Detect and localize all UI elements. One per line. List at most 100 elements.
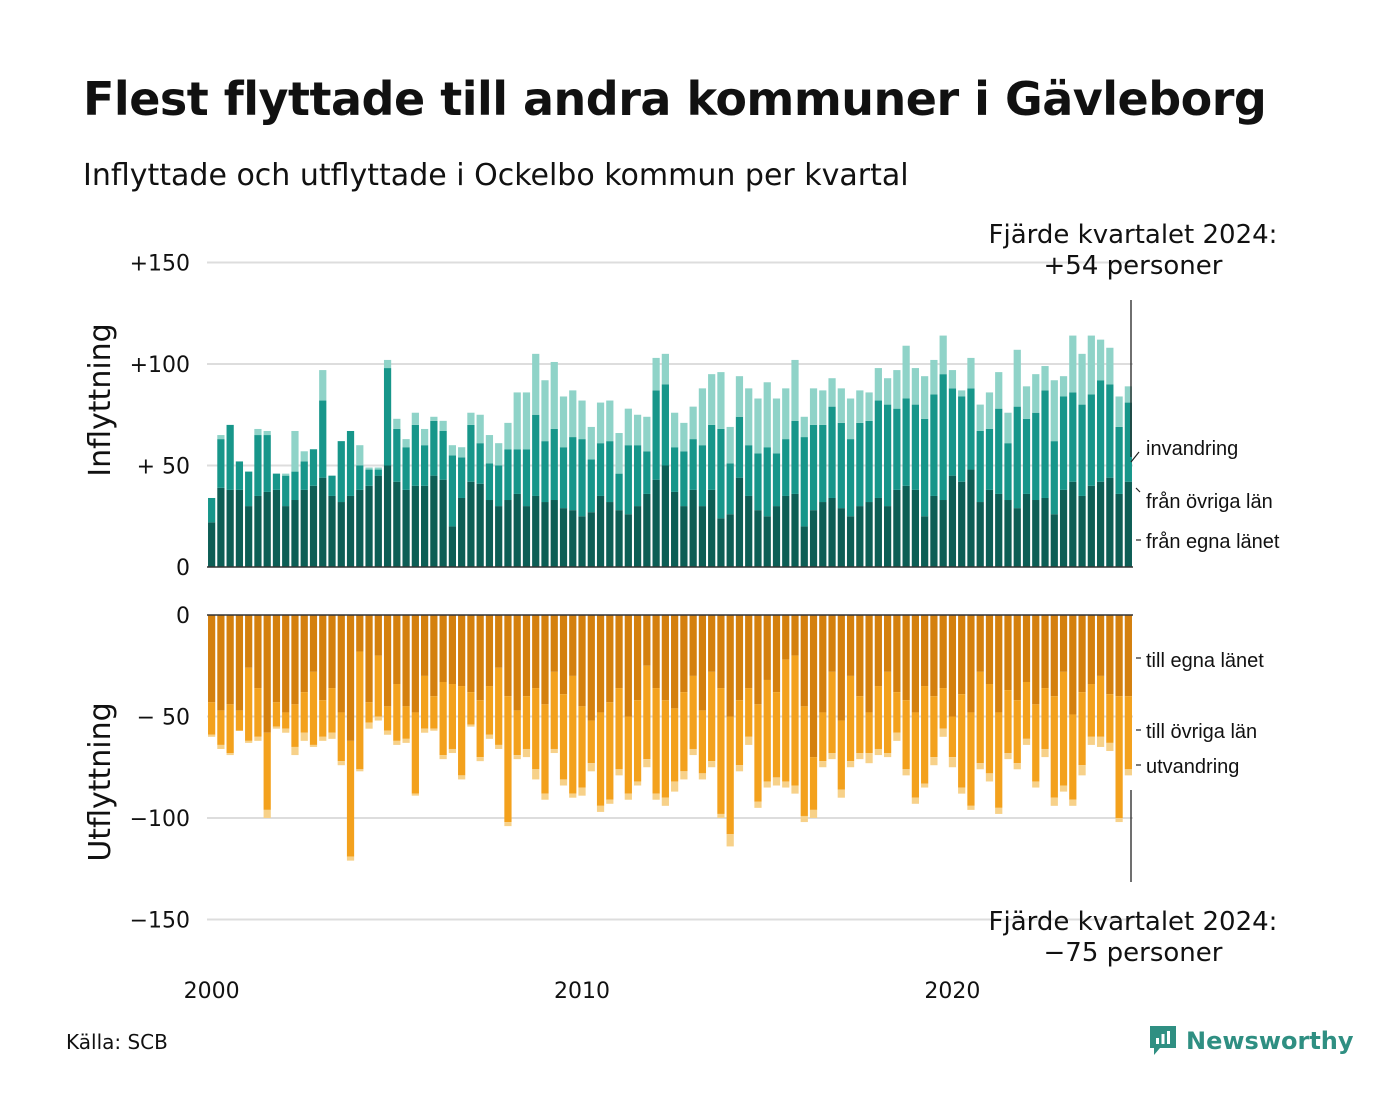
bar-top-1-8	[282, 475, 290, 507]
bar-bottom-2-98	[1115, 818, 1123, 823]
bar-top-1-48	[652, 390, 660, 480]
bar-bottom-0-96	[1096, 615, 1105, 676]
bar-bottom-0-95	[1087, 615, 1095, 685]
bar-top-1-51	[680, 451, 688, 507]
bar-top-2-84	[985, 392, 994, 429]
bar-top-1-31	[495, 465, 503, 507]
bar-bottom-2-10	[300, 732, 308, 741]
bar-top-2-55	[717, 372, 725, 429]
bar-bottom-2-14	[337, 761, 345, 766]
bar-top-1-14	[337, 441, 345, 503]
bar-bottom-2-28	[467, 724, 475, 727]
bar-bottom-2-37	[550, 748, 558, 754]
bar-bottom-2-31	[495, 744, 503, 749]
bar-top-2-79	[939, 335, 947, 375]
bar-top-0-1	[217, 487, 225, 567]
bar-bottom-0-47	[643, 615, 651, 666]
bar-top-2-28	[467, 412, 475, 425]
bar-top-2-40	[578, 400, 586, 440]
bar-top-2-83	[976, 404, 984, 431]
bar-bottom-0-84	[985, 615, 994, 685]
bar-top-1-89	[1032, 412, 1040, 501]
bar-bottom-2-68	[837, 789, 845, 798]
bar-top-1-13	[328, 475, 336, 496]
bar-bottom-2-48	[652, 793, 660, 800]
tick-label-top: +100	[130, 353, 190, 378]
bar-bottom-0-80	[948, 615, 957, 717]
brand-name: Newsworthy	[1186, 1027, 1354, 1055]
bar-top-0-23	[421, 485, 429, 567]
bar-top-0-5	[254, 495, 262, 567]
bar-bottom-2-67	[828, 753, 836, 760]
bar-bottom-1-33	[513, 710, 521, 756]
bar-top-0-76	[911, 489, 919, 567]
bar-bottom-1-49	[661, 700, 669, 798]
bar-top-1-56	[726, 463, 734, 515]
bar-bottom-1-44	[615, 688, 623, 770]
bar-bottom-1-42	[596, 712, 605, 806]
bar-top-1-39	[569, 437, 577, 511]
bar-bottom-1-59	[754, 704, 762, 802]
bar-bottom-0-71	[865, 615, 873, 713]
x-tick-label: 2020	[924, 979, 980, 1004]
bar-bottom-0-15	[346, 615, 355, 741]
bar-top-1-32	[504, 449, 512, 501]
bar-bottom-1-53	[698, 710, 707, 774]
bar-top-1-97	[1106, 384, 1114, 478]
bar-top-0-85	[995, 493, 1003, 567]
bar-bottom-1-62	[782, 659, 790, 782]
bar-bottom-2-49	[661, 797, 669, 806]
bar-bottom-2-30	[485, 734, 494, 739]
bar-top-0-35	[532, 495, 540, 567]
bar-bottom-2-9	[291, 746, 299, 756]
bar-bottom-2-73	[884, 753, 892, 758]
bar-bottom-2-71	[865, 753, 873, 764]
bar-bottom-0-76	[911, 615, 919, 713]
bar-top-1-49	[661, 384, 669, 466]
bar-top-1-3	[235, 461, 244, 490]
bar-bottom-2-88	[1022, 738, 1031, 745]
bar-top-1-79	[939, 374, 947, 501]
bar-top-0-50	[671, 491, 679, 567]
grid-top	[207, 261, 1133, 467]
bar-bottom-1-86	[1004, 690, 1012, 754]
bar-top-0-74	[893, 489, 901, 567]
bar-bottom-2-25	[439, 755, 447, 760]
bar-top-0-98	[1115, 493, 1123, 567]
bar-bottom-2-44	[615, 769, 623, 776]
bar-top-1-91	[1050, 441, 1058, 515]
bar-top-1-42	[596, 443, 605, 496]
annotation-bottom-line2: −75 personer	[1044, 938, 1223, 968]
bar-bottom-0-36	[541, 615, 549, 705]
bar-top-1-61	[772, 453, 781, 507]
bar-top-1-26	[448, 455, 456, 527]
bar-bottom-0-29	[476, 615, 484, 701]
bar-top-1-52	[689, 439, 697, 490]
bar-bottom-0-32	[504, 615, 512, 697]
bar-top-1-44	[615, 473, 623, 511]
bar-top-0-78	[930, 495, 938, 567]
bar-top-2-46	[633, 414, 642, 446]
bar-top-0-94	[1078, 495, 1086, 567]
bar-bottom-1-6	[263, 732, 271, 810]
bar-top-1-30	[485, 463, 494, 501]
bar-top-2-97	[1106, 347, 1114, 385]
bar-bottom-1-51	[680, 692, 688, 772]
bar-top-1-73	[884, 404, 892, 507]
bar-top-2-95	[1087, 335, 1095, 395]
bar-bottom-0-52	[689, 615, 697, 676]
bar-top-1-62	[782, 439, 790, 496]
bar-top-2-89	[1032, 374, 1040, 413]
bar-bottom-1-54	[708, 671, 716, 762]
bar-bottom-0-10	[300, 615, 308, 693]
axes: 0 + 50 +100 +150 0 − 50 −100 −150 2000 2010 2020	[130, 252, 1133, 1004]
bar-bottom-0-86	[1004, 615, 1012, 691]
bar-bottom-2-86	[1004, 753, 1012, 760]
bar-top-2-41	[587, 426, 595, 460]
bar-top-1-67	[828, 406, 836, 498]
bar-bottom-1-9	[291, 704, 299, 747]
bar-top-2-87	[1013, 349, 1021, 407]
bar-top-1-68	[837, 422, 845, 509]
bar-top-2-94	[1078, 353, 1086, 405]
bar-top-0-62	[782, 495, 790, 567]
